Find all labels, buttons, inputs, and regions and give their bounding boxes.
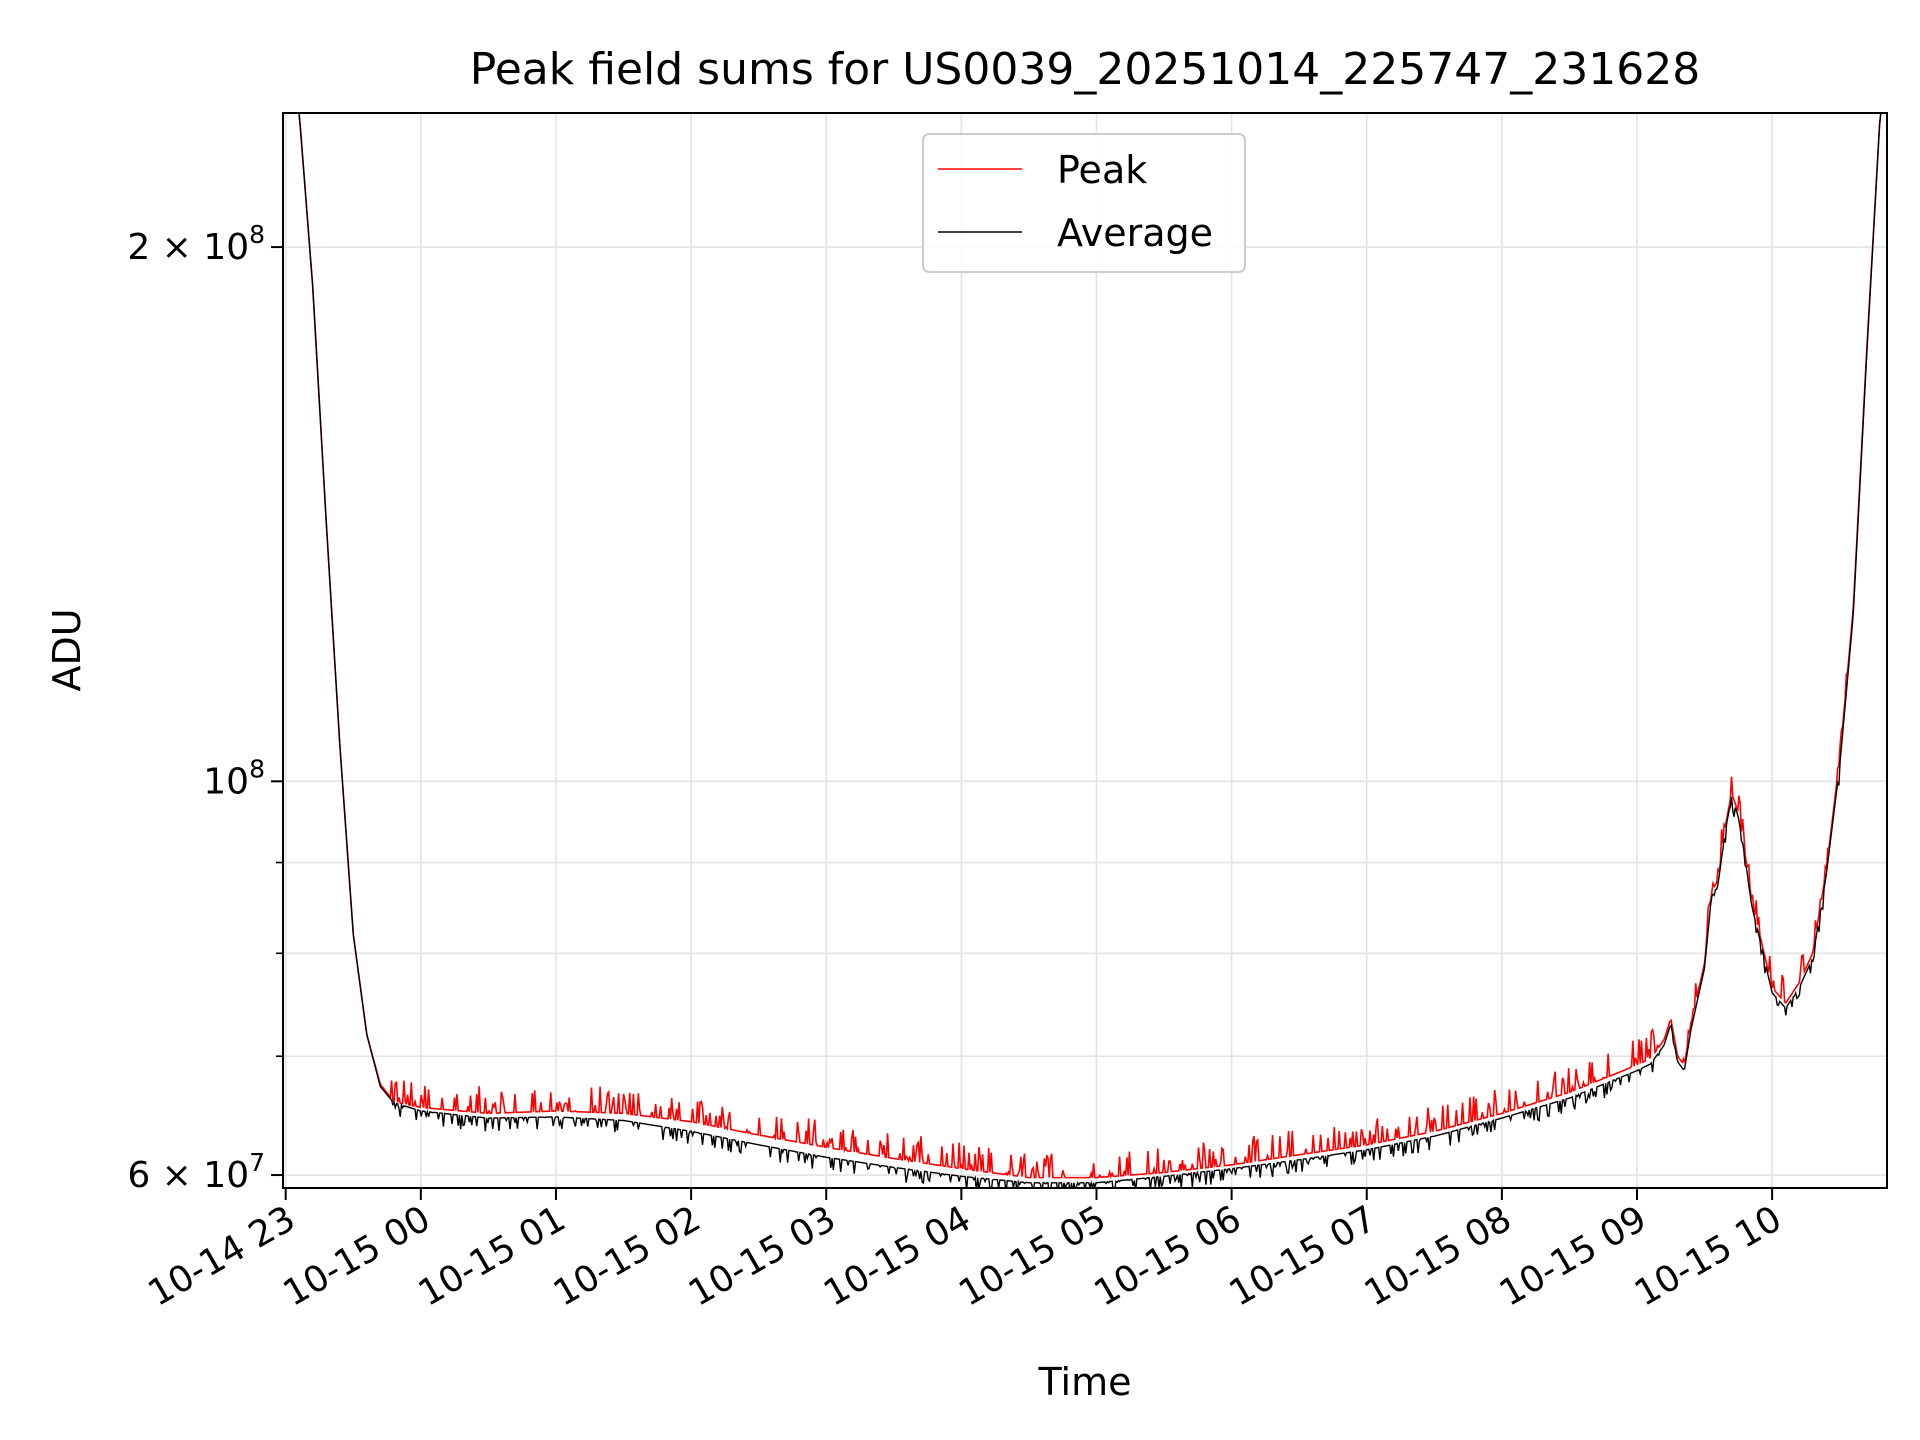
series-layer: [283, 113, 1887, 1188]
y-tick-label-exponent: 8: [249, 754, 265, 783]
y-tick-label-exponent: 7: [249, 1148, 265, 1177]
legend-peak-label: Peak: [1057, 148, 1147, 192]
x-axis-label: Time: [1038, 1360, 1132, 1404]
y-tick-label-base: 6 × 10: [127, 1155, 249, 1196]
series-line-average: [283, 113, 1887, 1188]
y-tick-label-base: 2 × 10: [127, 227, 249, 268]
y-tick-label: 2 × 108: [127, 220, 265, 268]
y-tick-label-exponent: 8: [249, 220, 265, 249]
series-line-peak: [283, 113, 1887, 1180]
y-tick-label-base: 10: [203, 761, 249, 802]
plot-frame: [282, 112, 1888, 1189]
y-axis-label: ADU: [45, 608, 89, 691]
legend-average-label: Average: [1057, 211, 1213, 255]
y-tick-label: 108: [203, 754, 265, 802]
chart-title: Peak field sums for US0039_20251014_2257…: [470, 44, 1700, 95]
grid-lines: [283, 113, 1887, 1188]
legend: Peak Average: [922, 133, 1246, 273]
y-tick-label: 6 × 107: [127, 1148, 265, 1196]
